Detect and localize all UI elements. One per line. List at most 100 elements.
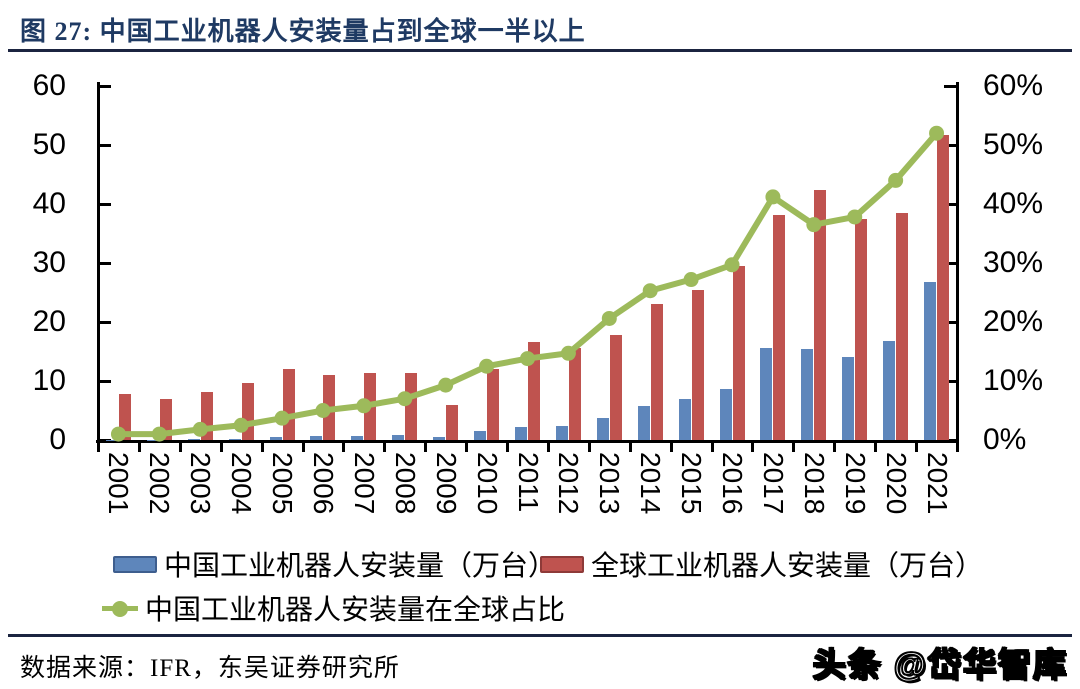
x-tick-12	[587, 443, 591, 452]
x-tick-14	[669, 443, 673, 452]
bar-china-2009	[433, 436, 446, 440]
bar-china-2013	[596, 418, 609, 440]
x-label-2021: 2021	[921, 452, 953, 515]
x-tick-18	[833, 443, 837, 452]
data-source-note: 数据来源：IFR，东吴证券研究所	[20, 655, 400, 682]
bar-china-2012	[555, 426, 568, 440]
y-tick-left-10	[98, 380, 111, 383]
y-tick-right-20%	[944, 321, 957, 324]
x-tick-10	[506, 443, 510, 452]
y-axis-label-left-50: 50	[32, 128, 66, 161]
x-label-2007: 2007	[348, 452, 380, 515]
x-label-2003: 2003	[185, 452, 217, 515]
x-label-2019: 2019	[839, 452, 871, 515]
legend-label-china: 中国工业机器人安装量（万台）	[164, 550, 557, 581]
bar-china-2006	[310, 436, 323, 440]
bar-china-2017	[760, 347, 773, 440]
bar-global-2013	[609, 334, 622, 440]
y-tick-right-40%	[944, 203, 957, 206]
x-label-2002: 2002	[144, 452, 176, 515]
y-tick-left-30	[98, 262, 111, 265]
y-axis-right	[956, 82, 959, 443]
bar-china-2021	[924, 281, 937, 440]
bar-china-2007	[351, 436, 364, 440]
bar-global-2008	[405, 373, 418, 440]
x-label-2005: 2005	[267, 452, 299, 515]
x-tick-15	[710, 443, 714, 452]
y-axis-label-left-40: 40	[32, 187, 66, 220]
y-tick-right-0%	[944, 439, 957, 442]
x-label-2015: 2015	[676, 452, 708, 515]
y-axis-label-right-40%: 40%	[983, 187, 1044, 220]
x-tick-9	[465, 443, 469, 452]
x-label-2010: 2010	[471, 452, 503, 515]
bar-global-2009	[446, 404, 459, 440]
x-label-2004: 2004	[226, 452, 258, 515]
bar-china-2002	[146, 439, 159, 441]
x-tick-0	[97, 443, 100, 452]
x-axis	[96, 440, 959, 443]
share-point-2013	[601, 310, 617, 326]
bar-global-2020	[896, 212, 909, 440]
figure-title: 图 27: 中国工业机器人安装量占到全球一半以上	[20, 17, 586, 46]
x-tick-16	[751, 443, 755, 452]
legend-swatch-global	[540, 555, 584, 573]
x-tick-8	[424, 443, 428, 452]
y-tick-right-10%	[944, 380, 957, 383]
y-axis-label-left-60: 60	[32, 69, 66, 102]
x-tick-17	[792, 443, 796, 452]
x-tick-1	[137, 443, 141, 452]
bar-global-2018	[814, 190, 827, 440]
x-label-2014: 2014	[635, 452, 667, 515]
bar-china-2020	[883, 340, 896, 440]
y-axis-label-right-30%: 30%	[983, 246, 1044, 279]
y-tick-right-60%	[944, 85, 957, 88]
x-label-2011: 2011	[512, 452, 544, 513]
bar-global-2007	[364, 372, 377, 440]
x-tick-4	[260, 443, 264, 452]
bar-global-2006	[323, 374, 336, 440]
toutiao-watermark: 头条 @岱华智库	[812, 645, 1068, 684]
y-tick-right-50%	[944, 144, 957, 147]
bar-china-2014	[637, 406, 650, 440]
x-tick-6	[342, 443, 346, 452]
share-point-2017	[765, 189, 781, 205]
bar-global-2012	[568, 347, 581, 440]
x-tick-21	[956, 443, 959, 452]
bar-global-2003	[200, 392, 213, 440]
y-axis-label-right-0%: 0%	[983, 423, 1027, 456]
footer-divider-line	[8, 634, 1072, 637]
x-tick-20	[915, 443, 919, 452]
legend-label-share: 中国工业机器人安装量在全球占比	[145, 594, 566, 625]
bar-china-2008	[392, 435, 405, 440]
y-axis-label-right-20%: 20%	[983, 305, 1044, 338]
x-tick-5	[301, 443, 305, 452]
bar-china-2011	[515, 426, 527, 440]
y-axis-label-left-10: 10	[32, 364, 66, 397]
x-tick-2	[178, 443, 182, 452]
x-label-2006: 2006	[307, 452, 339, 515]
bar-global-2019	[855, 218, 868, 440]
y-axis-label-right-60%: 60%	[983, 69, 1044, 102]
y-axis-label-left-0: 0	[49, 423, 66, 456]
share-point-2015	[683, 272, 699, 288]
title-divider-line	[8, 49, 1072, 52]
y-axis-label-right-10%: 10%	[983, 364, 1044, 397]
x-label-2020: 2020	[880, 452, 912, 515]
x-label-2017: 2017	[757, 452, 789, 515]
bar-china-2005	[269, 437, 282, 440]
bar-global-2011	[528, 342, 540, 440]
bar-global-2010	[487, 368, 500, 440]
y-tick-left-50	[98, 144, 111, 147]
bar-china-2004	[228, 438, 241, 440]
bar-global-2001	[118, 393, 131, 440]
y-tick-right-30%	[944, 262, 957, 265]
bar-china-2016	[719, 388, 732, 440]
x-tick-3	[219, 443, 223, 452]
x-label-2013: 2013	[594, 452, 626, 515]
x-tick-7	[383, 443, 387, 452]
bar-china-2003	[187, 439, 200, 441]
x-label-2012: 2012	[553, 452, 585, 515]
